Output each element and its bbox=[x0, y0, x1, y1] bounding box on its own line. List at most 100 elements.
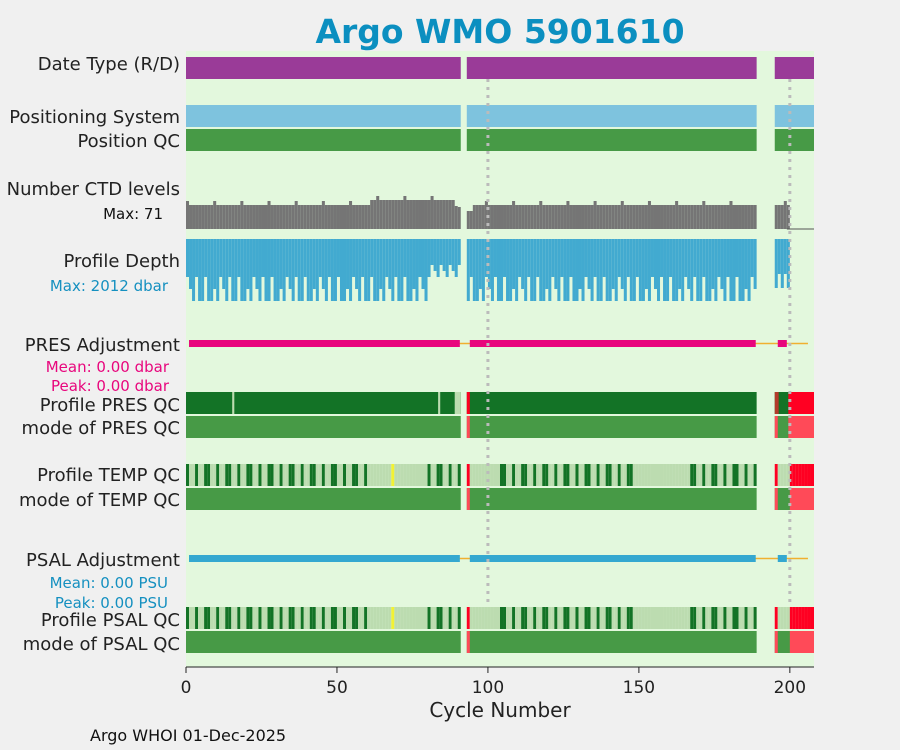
profile-pres-qc-light bbox=[438, 392, 441, 414]
profile-depth-bar bbox=[406, 239, 410, 301]
profile-depth-bar bbox=[394, 239, 398, 277]
profile-temp-qc-bar bbox=[367, 464, 371, 486]
ctd-levels-bar bbox=[786, 205, 790, 229]
ctd-levels-bar bbox=[439, 200, 443, 229]
ctd-levels-bar bbox=[478, 205, 482, 229]
profile-depth-bar bbox=[415, 239, 419, 301]
ctd-levels-bar bbox=[213, 201, 217, 229]
profile-psal-qc-bar bbox=[346, 607, 350, 629]
row-label-data-type: Date Type (R/D) bbox=[38, 54, 180, 75]
profile-temp-qc-bar bbox=[557, 464, 561, 486]
profile-psal-qc-bar bbox=[267, 607, 271, 629]
ctd-levels-bar bbox=[291, 205, 295, 229]
profile-psal-qc-bar bbox=[663, 607, 667, 629]
ctd-levels-bar bbox=[500, 205, 504, 229]
ctd-levels-bar bbox=[726, 205, 730, 229]
profile-temp-qc-bar bbox=[210, 464, 214, 486]
profile-psal-qc-bar bbox=[599, 607, 603, 629]
profile-temp-qc-bar bbox=[201, 464, 205, 486]
ctd-levels-bar bbox=[626, 205, 630, 229]
ctd-levels-bar bbox=[560, 205, 564, 229]
ctd-levels-bar bbox=[777, 205, 781, 229]
ctd-levels-bar bbox=[352, 205, 356, 229]
ctd-levels-bar bbox=[699, 205, 703, 229]
profile-temp-qc-bar bbox=[258, 464, 262, 486]
profile-depth-bar bbox=[321, 239, 325, 289]
profile-psal-qc-bar bbox=[629, 607, 633, 629]
profile-psal-qc-bar bbox=[481, 607, 485, 629]
ctd-levels-bar bbox=[394, 200, 398, 229]
ctd-levels-bar bbox=[620, 201, 624, 229]
profile-temp-qc-bar bbox=[451, 464, 455, 486]
profile-psal-qc-bar bbox=[270, 607, 274, 629]
profile-psal-qc-bar bbox=[702, 607, 706, 629]
profile-depth-bar bbox=[593, 239, 597, 277]
profile-depth-bar bbox=[629, 239, 633, 301]
ctd-levels-bar bbox=[490, 205, 494, 229]
profile-psal-qc-bar bbox=[448, 607, 452, 629]
ctd-levels-bar bbox=[237, 205, 241, 229]
ctd-levels-bar bbox=[261, 205, 265, 229]
profile-depth-bar bbox=[638, 239, 642, 301]
profile-depth-bar bbox=[255, 239, 259, 289]
ctd-levels-bar bbox=[427, 200, 431, 229]
ctd-levels-bar bbox=[424, 200, 428, 229]
profile-depth-bar bbox=[439, 239, 443, 265]
profile-depth-bar bbox=[623, 239, 627, 301]
ctd-levels-bar bbox=[660, 205, 664, 229]
profile-depth-bar bbox=[388, 239, 392, 289]
profile-depth-bar bbox=[563, 239, 567, 301]
profile-psal-qc-bar bbox=[210, 607, 214, 629]
profile-depth-bar bbox=[717, 239, 721, 277]
ctd-levels-bar bbox=[527, 205, 531, 229]
profile-temp-qc-bar bbox=[457, 464, 461, 486]
profile-temp-qc-bar bbox=[566, 464, 570, 486]
profile-depth-bar bbox=[201, 239, 205, 301]
profile-psal-qc-bar bbox=[385, 607, 389, 629]
x-tick-label: 150 bbox=[623, 678, 655, 698]
profile-temp-qc-bar bbox=[339, 464, 343, 486]
x-tick-label: 100 bbox=[472, 678, 504, 698]
profile-psal-qc-bar bbox=[291, 607, 295, 629]
profile-depth-bar bbox=[382, 239, 386, 301]
profile-depth-bar bbox=[343, 239, 347, 301]
row-label-mode-temp-qc: mode of TEMP QC bbox=[19, 490, 180, 511]
data-type-bar bbox=[466, 57, 757, 79]
profile-temp-qc-bar bbox=[321, 464, 325, 486]
profile-psal-qc-bar bbox=[614, 607, 618, 629]
profile-temp-qc-bar bbox=[252, 464, 256, 486]
profile-depth-bar bbox=[735, 239, 739, 277]
profile-psal-qc-bar bbox=[364, 607, 368, 629]
profile-depth-bar bbox=[466, 239, 470, 301]
profile-depth-bar bbox=[451, 239, 455, 271]
profile-temp-qc-bar bbox=[792, 464, 796, 486]
row-label-pres-adjustment: PRES Adjustment bbox=[25, 335, 180, 356]
profile-temp-qc-bar bbox=[355, 464, 359, 486]
ctd-levels-bar bbox=[723, 205, 727, 229]
positioning-system-bar bbox=[466, 105, 757, 127]
profile-psal-qc-bar bbox=[506, 607, 510, 629]
profile-psal-qc-bar bbox=[672, 607, 676, 629]
profile-psal-qc-bar bbox=[741, 607, 745, 629]
profile-psal-qc-bar bbox=[195, 607, 199, 629]
ctd-levels-bar bbox=[575, 205, 579, 229]
profile-psal-qc-bar bbox=[602, 607, 606, 629]
profile-temp-qc-bar bbox=[548, 464, 552, 486]
profile-depth-bar bbox=[632, 239, 636, 301]
ctd-levels-bar bbox=[496, 205, 500, 229]
profile-temp-qc-bar bbox=[672, 464, 676, 486]
ctd-levels-bar bbox=[572, 205, 576, 229]
profile-psal-qc-bar bbox=[801, 607, 805, 629]
mode-temp-qc-bar-bad bbox=[789, 488, 814, 510]
profile-depth-bar bbox=[672, 239, 676, 301]
profile-temp-qc-bar bbox=[346, 464, 350, 486]
profile-depth-bar bbox=[663, 239, 667, 301]
profile-psal-qc-bar bbox=[288, 607, 292, 629]
profile-psal-qc-bar bbox=[617, 607, 621, 629]
profile-temp-qc-bar bbox=[675, 464, 679, 486]
profile-psal-qc-bar bbox=[786, 607, 790, 629]
ctd-levels-bar bbox=[614, 205, 618, 229]
profile-psal-qc-bar bbox=[666, 607, 670, 629]
profile-temp-qc-bar bbox=[527, 464, 531, 486]
